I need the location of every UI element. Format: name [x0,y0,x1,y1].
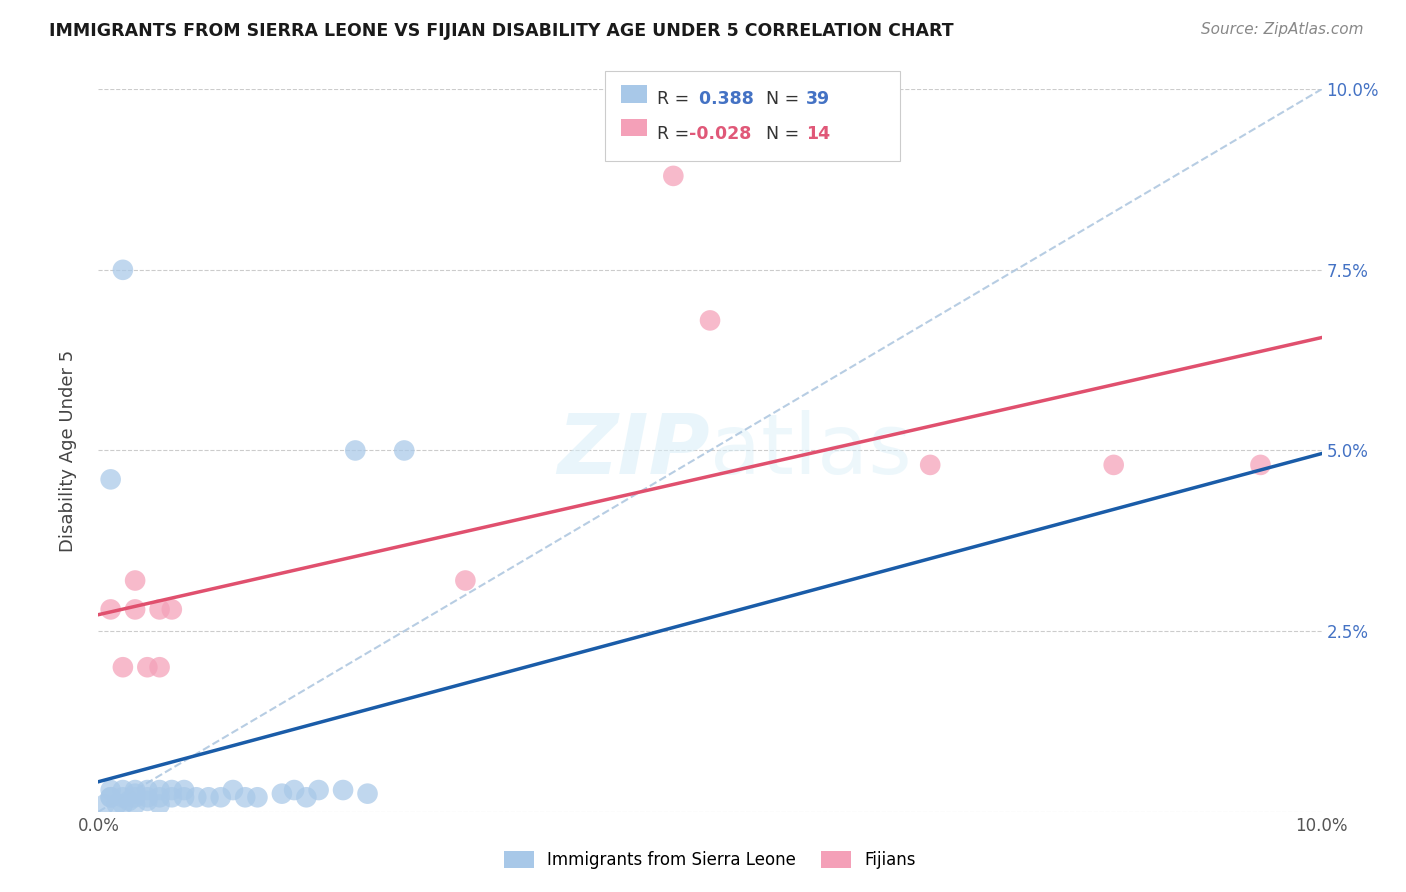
Point [124,790,146,805]
Legend: Immigrants from Sierra Leone, Fijians: Immigrants from Sierra Leone, Fijians [498,844,922,876]
Point [149,783,172,797]
Point [209,790,232,805]
Point [173,783,195,797]
Point [111,790,134,805]
Point [246,790,269,805]
Point [173,790,195,805]
Point [308,783,330,797]
Point [1249,458,1271,472]
Point [699,313,721,327]
Text: -0.028: -0.028 [689,125,751,143]
Text: IMMIGRANTS FROM SIERRA LEONE VS FIJIAN DISABILITY AGE UNDER 5 CORRELATION CHART: IMMIGRANTS FROM SIERRA LEONE VS FIJIAN D… [49,22,953,40]
Point [124,787,146,801]
Point [124,574,146,588]
Point [356,787,378,801]
Point [344,443,367,458]
Point [149,660,172,674]
Text: ZIP: ZIP [557,410,710,491]
Point [233,790,256,805]
Point [186,790,208,805]
Text: 14: 14 [806,125,830,143]
Point [149,790,172,805]
Point [136,783,159,797]
Text: N =: N = [766,90,800,108]
Point [100,790,122,805]
Point [136,794,159,808]
Point [197,790,219,805]
Point [1102,458,1125,472]
Text: Source: ZipAtlas.com: Source: ZipAtlas.com [1201,22,1364,37]
Point [111,797,134,812]
Point [111,660,134,674]
Point [295,790,318,805]
Point [270,787,292,801]
Point [100,783,122,797]
Text: 39: 39 [806,90,830,108]
Point [332,783,354,797]
Point [93,797,115,812]
Point [149,602,172,616]
Point [160,783,183,797]
Text: atlas: atlas [710,410,911,491]
Point [160,790,183,805]
Point [222,783,245,797]
Point [111,263,134,277]
Point [454,574,477,588]
Point [920,458,942,472]
Point [118,794,141,808]
Point [136,660,159,674]
Point [100,472,122,486]
Point [160,602,183,616]
Point [149,797,172,812]
Point [283,783,305,797]
Point [136,790,159,805]
Text: R =: R = [657,125,689,143]
Text: 0.388: 0.388 [693,90,754,108]
Point [105,797,128,812]
Point [124,783,146,797]
Point [111,783,134,797]
Point [100,602,122,616]
Point [124,797,146,812]
Y-axis label: Disability Age Under 5: Disability Age Under 5 [59,350,77,551]
Point [662,169,685,183]
Text: R =: R = [657,90,689,108]
Point [100,790,122,805]
Point [124,602,146,616]
Point [392,443,416,458]
Text: N =: N = [766,125,800,143]
